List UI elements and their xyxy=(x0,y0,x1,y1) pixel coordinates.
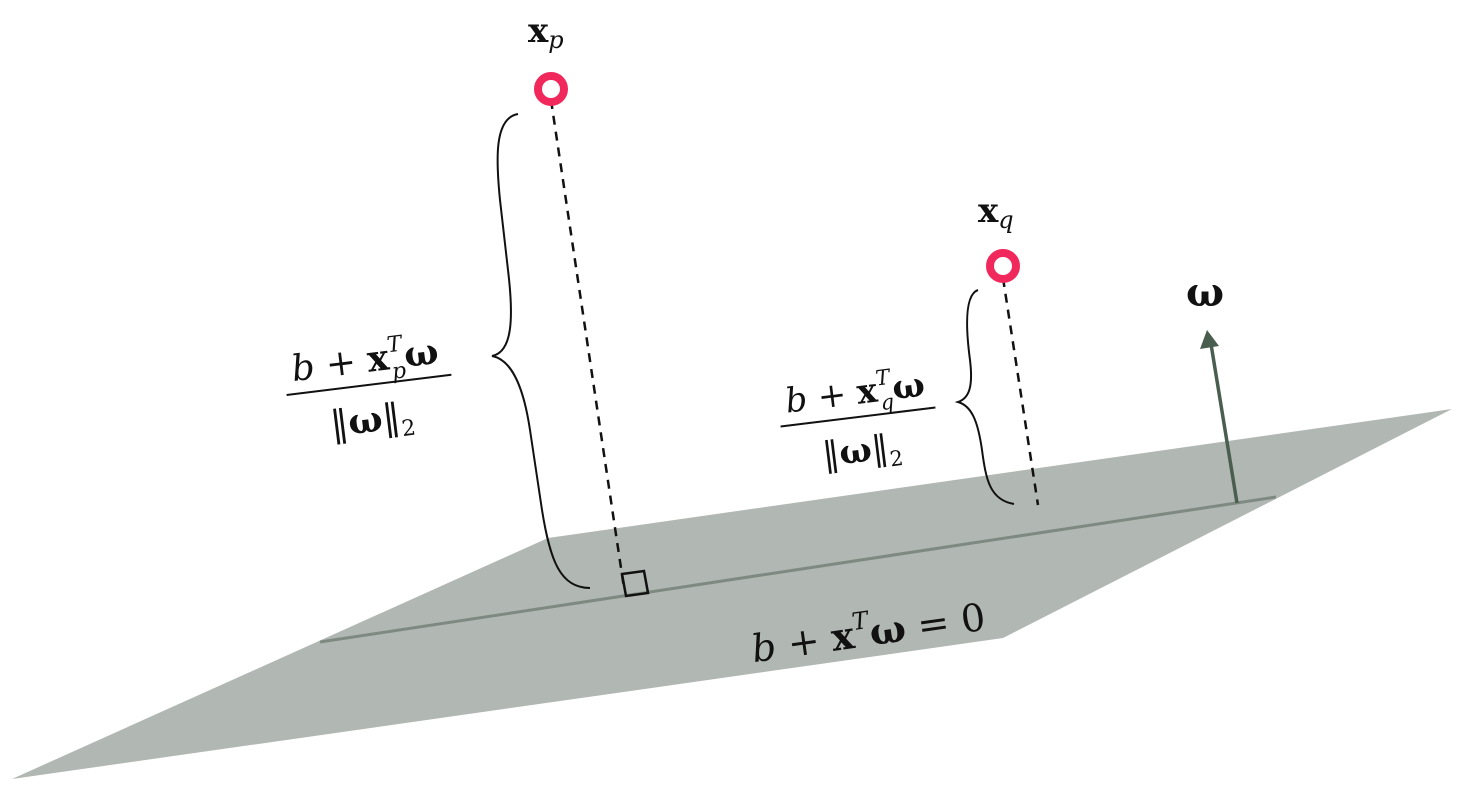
point-q-numerator: b + xTqω xyxy=(783,361,928,427)
hyperplane-line xyxy=(319,495,1277,644)
right-angle-marker xyxy=(620,569,650,598)
point-p-marker xyxy=(534,72,568,106)
hyperplane-equation: b + xTω = 0 xyxy=(748,590,988,671)
point-q-fraction-bar xyxy=(780,406,936,428)
normal-vector-label: ω xyxy=(1186,269,1224,316)
normal-vector-arrowhead xyxy=(1200,330,1219,349)
point-p-denominator: ‖ω‖2 xyxy=(328,394,417,451)
hyperplane-equation-text: b + xTω = 0 xyxy=(748,590,988,671)
point-p-distance-brace xyxy=(491,113,591,589)
point-p-numerator: b + xTpω xyxy=(289,327,442,397)
point-q-marker xyxy=(986,249,1020,283)
point-q-label: xq xyxy=(978,191,1014,234)
point-q-denominator: ‖ω‖2 xyxy=(820,426,905,479)
hyperplane-plane xyxy=(12,409,1452,779)
point-q-distance-formula: b + xTqω ‖ω‖2 xyxy=(780,361,936,479)
point-p-label: xp xyxy=(528,11,564,54)
point-p-fraction-bar xyxy=(286,373,452,396)
point-q-distance-brace xyxy=(954,289,1015,505)
point-p-perpendicular xyxy=(549,99,626,589)
point-q-perpendicular xyxy=(1001,277,1040,506)
point-p-distance-formula: b + xTpω ‖ω‖2 xyxy=(286,327,452,451)
normal-vector-arrow xyxy=(1209,343,1239,504)
